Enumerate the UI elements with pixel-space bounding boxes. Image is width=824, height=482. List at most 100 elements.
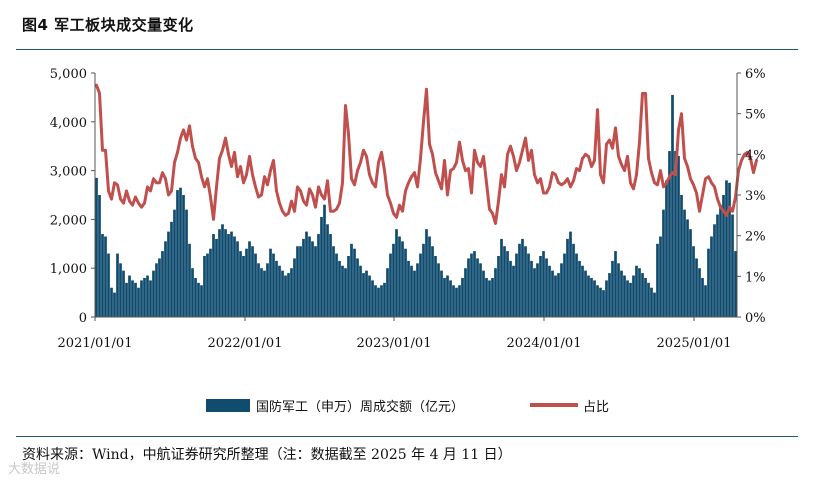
volume-bar — [98, 195, 101, 317]
volume-bar — [341, 265, 344, 317]
volume-bar — [710, 236, 713, 317]
volume-bar — [590, 277, 593, 317]
volume-bar — [686, 219, 689, 317]
volume-bar — [458, 285, 461, 317]
volume-bar — [371, 280, 374, 317]
axes-group: 0 1,000 2,000 3,000 4,000 5,000 0% 1% 2% 3% 4% 5% 6%… — [50, 67, 766, 351]
volume-bar — [623, 275, 626, 317]
volume-bar — [572, 243, 575, 317]
volume-bar — [548, 265, 551, 317]
volume-bar — [197, 282, 200, 317]
volume-bar — [485, 277, 488, 317]
volume-bar — [527, 253, 530, 317]
volume-bar — [725, 180, 728, 317]
volume-bar — [110, 287, 113, 317]
volume-bar — [323, 204, 326, 317]
volume-bars-group — [95, 94, 737, 318]
volume-bar — [626, 280, 629, 317]
volume-bar — [722, 195, 725, 317]
volume-bar — [107, 253, 110, 317]
volume-bar — [242, 256, 245, 317]
volume-bar — [503, 246, 506, 317]
volume-bar — [137, 287, 140, 317]
volume-bar — [662, 209, 665, 317]
left-tick-label: 2,000 — [50, 213, 87, 228]
volume-bar — [656, 243, 659, 317]
volume-bar — [587, 275, 590, 317]
volume-bar — [668, 151, 671, 317]
figure-title: 图4 军工板块成交量变化 — [22, 16, 194, 34]
volume-bar — [401, 241, 404, 317]
volume-bar — [464, 268, 467, 317]
volume-bar — [386, 268, 389, 317]
volume-bar — [554, 275, 557, 317]
volume-bar — [683, 209, 686, 317]
volume-bar — [143, 277, 146, 317]
legend-swatch-volume — [206, 399, 250, 412]
volume-bar — [455, 287, 458, 317]
left-tick-label: 1,000 — [50, 262, 87, 277]
volume-bar — [131, 280, 134, 317]
volume-bar — [185, 209, 188, 317]
volume-bar — [305, 231, 308, 317]
volume-bar — [206, 253, 209, 317]
volume-bar — [521, 238, 524, 317]
volume-bar — [461, 277, 464, 317]
volume-bar — [278, 265, 281, 317]
volume-bar — [515, 253, 518, 317]
volume-bar — [293, 258, 296, 317]
volume-bar — [419, 253, 422, 317]
volume-bar — [170, 221, 173, 317]
volume-bar — [410, 265, 413, 317]
volume-bar — [389, 253, 392, 317]
volume-bar — [344, 268, 347, 317]
volume-bar — [509, 260, 512, 317]
volume-bar — [569, 231, 572, 317]
volume-bar — [476, 258, 479, 317]
volume-bar — [644, 277, 647, 317]
volume-bar — [653, 292, 656, 317]
volume-bar — [281, 270, 284, 317]
volume-bar — [689, 229, 692, 317]
volume-bar — [209, 248, 212, 317]
volume-bar — [677, 155, 680, 317]
volume-bar — [674, 151, 677, 317]
volume-bar — [365, 270, 368, 317]
volume-bar — [542, 251, 545, 317]
volume-bar — [164, 241, 167, 317]
watermark: 大数据说 — [8, 462, 61, 477]
volume-bar — [452, 285, 455, 317]
legend-label-volume: 国防军工（申万）周成交额（亿元） — [256, 399, 464, 415]
right-tick-label: 3% — [745, 189, 766, 204]
volume-bar — [680, 195, 683, 317]
volume-bar — [230, 231, 233, 317]
volume-bar — [467, 258, 470, 317]
right-tick-label: 1% — [745, 270, 766, 285]
volume-bar — [701, 277, 704, 317]
volume-bar — [698, 268, 701, 317]
volume-bar — [596, 285, 599, 317]
volume-bar — [563, 253, 566, 317]
volume-bar — [728, 182, 731, 317]
volume-bar — [239, 251, 242, 317]
volume-bar — [158, 258, 161, 317]
volume-bar — [530, 260, 533, 317]
volume-bar — [332, 246, 335, 317]
volume-bar — [311, 241, 314, 317]
volume-bar — [179, 187, 182, 317]
volume-bar — [518, 243, 521, 317]
volume-bar — [650, 287, 653, 317]
volume-bar — [533, 268, 536, 317]
volume-bar — [176, 190, 179, 317]
volume-bar — [254, 253, 257, 317]
volume-bar — [296, 246, 299, 317]
volume-bar — [536, 263, 539, 317]
volume-bar — [338, 260, 341, 317]
volume-bar — [734, 251, 737, 317]
volume-bar — [665, 180, 668, 317]
volume-bar — [155, 263, 158, 317]
right-tick-label: 0% — [745, 311, 766, 326]
volume-bar — [437, 263, 440, 317]
volume-bar — [407, 260, 410, 317]
volume-bar — [122, 270, 125, 317]
